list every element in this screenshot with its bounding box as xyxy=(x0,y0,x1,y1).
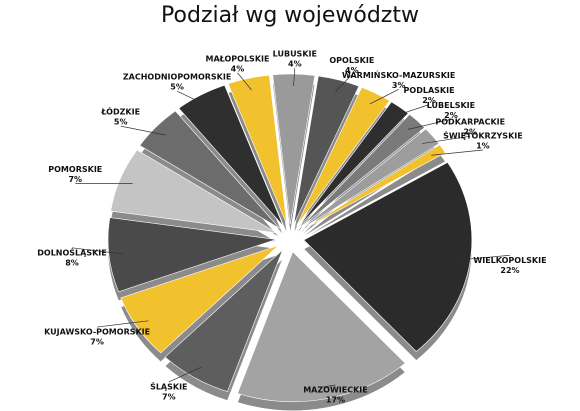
leader-line xyxy=(97,320,149,328)
slice-value-label: 7% xyxy=(68,175,82,184)
slice xyxy=(293,75,360,225)
leader-line xyxy=(120,125,166,136)
slice xyxy=(303,161,473,352)
slice-label: ZACHODNIOPOMORSKIE xyxy=(123,73,231,82)
leader-line xyxy=(391,104,430,118)
slice xyxy=(110,149,278,234)
slice-value-label: 3% xyxy=(392,81,406,90)
slice-label: WIELKOPOLSKIE xyxy=(473,256,546,265)
slice xyxy=(296,87,391,226)
leader-line xyxy=(237,72,252,91)
slice-label: OPOLSKIE xyxy=(329,56,374,65)
slice-label: DOLNOŚLĄSKIE xyxy=(37,246,107,257)
slice xyxy=(120,245,279,354)
slice-label: PODLASKIE xyxy=(404,86,455,95)
leader-line xyxy=(335,74,353,92)
slice-label: WARMIŃSKO-MAZURSKIE xyxy=(342,69,455,80)
slice-label: POMORSKIE xyxy=(48,165,102,174)
slice-value-label: 4% xyxy=(231,64,245,73)
slice-label: MAZOWIECKIE xyxy=(303,386,368,395)
slice-value-label: 4% xyxy=(345,66,359,75)
slice xyxy=(164,249,283,392)
slice-value-label: 7% xyxy=(90,338,104,347)
slice xyxy=(237,251,406,402)
slice-value-label: 5% xyxy=(114,118,128,127)
leader-line xyxy=(323,384,336,388)
slice-label: LUBELSKIE xyxy=(427,101,475,110)
slice xyxy=(107,217,277,293)
slice-value-label: 2% xyxy=(444,111,458,120)
slice xyxy=(300,128,440,230)
slice-label: ŚLĄSKIE xyxy=(150,380,187,391)
slice-value-label: 4% xyxy=(288,60,302,69)
slice-value-label: 2% xyxy=(463,128,477,137)
slice-value-label: 5% xyxy=(170,83,184,92)
leader-line xyxy=(456,254,511,261)
slice-label: PODKARPACKIE xyxy=(435,118,505,127)
slice xyxy=(272,73,316,225)
slice-label: ŁÓDZKIE xyxy=(100,106,140,117)
slice-label: LUBUSKIE xyxy=(273,50,317,59)
leader-line xyxy=(71,247,123,255)
slice-value-label: 8% xyxy=(65,258,79,267)
slice xyxy=(301,144,446,231)
slice xyxy=(139,110,280,229)
slice-value-label: 2% xyxy=(422,96,436,105)
leader-line xyxy=(407,119,452,130)
leader-line xyxy=(168,366,202,383)
leader-line xyxy=(431,149,483,156)
slice xyxy=(298,101,409,228)
slice-value-label: 22% xyxy=(500,266,519,275)
slice-label: KUJAWSKO-POMORSKIE xyxy=(44,328,150,337)
slice xyxy=(227,74,288,225)
leader-line xyxy=(293,68,296,87)
slice-value-label: 7% xyxy=(162,392,176,401)
leader-line xyxy=(422,135,471,144)
leader-line xyxy=(176,90,208,106)
slice-value-label: 1% xyxy=(476,141,490,150)
slice xyxy=(178,84,284,227)
slice xyxy=(299,114,426,229)
chart-title: Podział wg województw xyxy=(161,3,419,28)
leader-line xyxy=(369,89,399,105)
slice-label: MAŁOPOLSKIE xyxy=(205,54,269,63)
slice-value-label: 17% xyxy=(326,396,345,405)
slice-label: ŚWIĘTOKRZYSKIE xyxy=(443,129,523,140)
